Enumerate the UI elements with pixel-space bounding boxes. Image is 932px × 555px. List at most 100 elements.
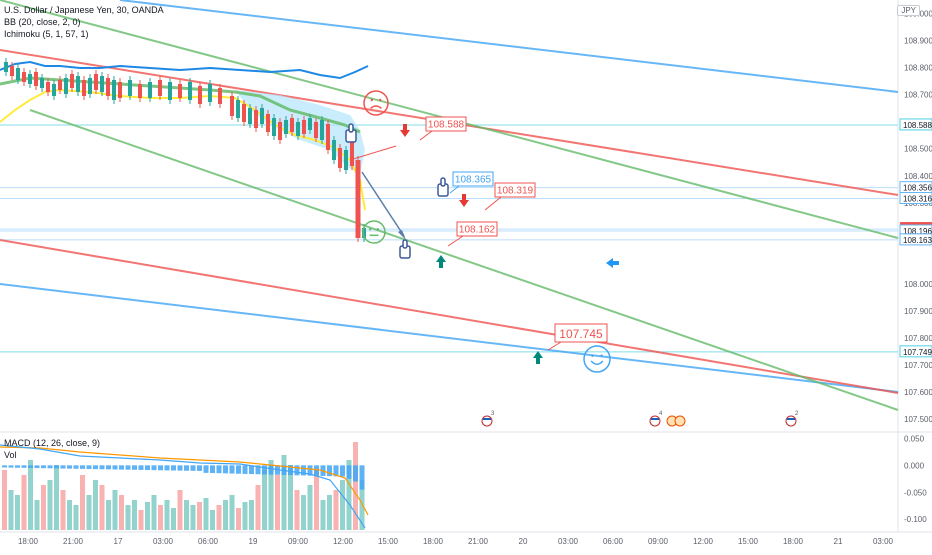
candle-body xyxy=(260,108,264,124)
callout-pointer xyxy=(449,185,460,194)
candle-body xyxy=(70,74,74,88)
macd-legend[interactable]: MACD (12, 26, close, 9) xyxy=(4,438,101,448)
macd-signal-line xyxy=(0,446,369,516)
macd-hist-bar xyxy=(249,465,254,475)
macd-hist-bar xyxy=(223,465,228,474)
callout-label: 107.745 xyxy=(559,327,603,341)
price-tick-label: 107.900 xyxy=(904,307,932,316)
volume-bar xyxy=(99,485,105,530)
macd-hist-bar xyxy=(197,465,202,471)
candle-body xyxy=(158,80,162,96)
callout-pointer xyxy=(547,341,562,351)
candle-body xyxy=(148,82,152,98)
macd-hist-bar xyxy=(54,465,59,469)
callout-box xyxy=(494,182,536,198)
currency-badge[interactable]: JPY xyxy=(897,5,920,16)
candle-body xyxy=(34,72,38,86)
red-trendline-lower xyxy=(0,239,899,394)
volume-bar xyxy=(307,485,313,530)
macd-line xyxy=(0,444,366,529)
price-tick-label: 107.800 xyxy=(904,334,932,343)
price-label-text: 108.588 xyxy=(903,121,932,130)
volume-bar xyxy=(21,475,27,530)
event-flag-circle xyxy=(785,415,797,427)
price-tick-label: 108.800 xyxy=(904,64,932,73)
candle-body xyxy=(198,86,202,104)
macd-hist-bar xyxy=(47,465,53,469)
time-tick-label: 12:00 xyxy=(693,537,714,546)
candle-body xyxy=(64,78,68,94)
callout-box xyxy=(425,116,467,132)
volume-bar xyxy=(8,490,14,530)
symbol-title[interactable]: U.S. Dollar / Japanese Yen, 30, OANDA xyxy=(4,5,164,15)
candle-body xyxy=(94,74,98,90)
macd-hist-bar xyxy=(86,465,92,469)
sad-face-icon xyxy=(363,90,389,116)
candle-body xyxy=(22,72,26,82)
macd-hist-bar xyxy=(106,465,111,470)
callout-box xyxy=(452,171,494,187)
macd-hist-bar xyxy=(138,465,144,470)
macd-hist-bar xyxy=(164,465,170,471)
macd-tick-label: -0.050 xyxy=(904,488,927,497)
vol-legend[interactable]: Vol xyxy=(4,450,17,460)
candle-body xyxy=(46,82,50,92)
volume-bar xyxy=(132,500,137,530)
candle-body xyxy=(344,150,348,170)
macd-hist-bar xyxy=(171,465,176,471)
candles xyxy=(4,58,366,242)
candle-body xyxy=(355,160,361,238)
event-flag-stripe xyxy=(651,418,659,420)
candle-body xyxy=(10,66,14,76)
candle-body xyxy=(314,122,318,138)
macd-tick-label: -0.100 xyxy=(904,515,927,524)
volume-bar xyxy=(151,495,157,530)
volume-bar xyxy=(314,470,319,530)
event-flag-stripe xyxy=(787,418,795,420)
volume-bar xyxy=(106,500,111,530)
macd-hist-bar xyxy=(112,465,118,470)
candle-body xyxy=(248,108,252,124)
ichimoku-legend[interactable]: Ichimoku (5, 1, 57, 1) xyxy=(4,29,89,39)
volume-bar xyxy=(353,442,358,530)
macd-tick-label: 0.000 xyxy=(904,461,925,470)
time-tick-label: 03:00 xyxy=(873,537,894,546)
macd-hist-bar xyxy=(158,465,163,471)
event-flag-icon: 3 xyxy=(481,411,495,427)
hand-finger xyxy=(440,177,446,187)
candle-body xyxy=(332,140,336,160)
macd-hist-bar xyxy=(236,465,241,474)
volume-bar xyxy=(223,500,228,530)
time-tick-label: 19 xyxy=(249,537,258,546)
callout-pointer xyxy=(484,196,502,211)
candle-body xyxy=(290,118,294,132)
price-label: 108.588 xyxy=(899,118,932,131)
event-flag-stripe xyxy=(483,418,491,420)
event-flag-icon: 4 xyxy=(649,411,663,427)
volume-bar xyxy=(158,505,163,530)
volume-bar xyxy=(229,495,235,530)
forecast-arrow-up xyxy=(349,145,397,161)
macd-hist-bar xyxy=(132,465,137,470)
hand-finger xyxy=(402,239,408,249)
macd-hist-bar xyxy=(125,465,131,470)
candle-body xyxy=(236,100,240,118)
macd-hist-bar xyxy=(73,465,79,469)
price-label: 108.316 xyxy=(899,192,932,205)
candle-body xyxy=(40,78,44,88)
price-label-box xyxy=(899,192,932,205)
price-tick-label: 108.700 xyxy=(904,91,932,100)
macd-hist-bar xyxy=(288,465,293,476)
candle-body xyxy=(284,120,288,134)
macd-hist-bar xyxy=(301,465,306,476)
macd-tick-label: 0.050 xyxy=(904,434,925,443)
volume-bar xyxy=(294,490,300,530)
candle-body xyxy=(208,84,212,102)
blue-trendline-upper xyxy=(119,0,899,93)
bb-legend[interactable]: BB (20, close, 2, 0) xyxy=(4,17,81,27)
volume-bar xyxy=(320,500,326,530)
face-eye xyxy=(600,354,603,357)
macd-hist-bar xyxy=(229,465,235,474)
volume-bar xyxy=(73,505,79,530)
